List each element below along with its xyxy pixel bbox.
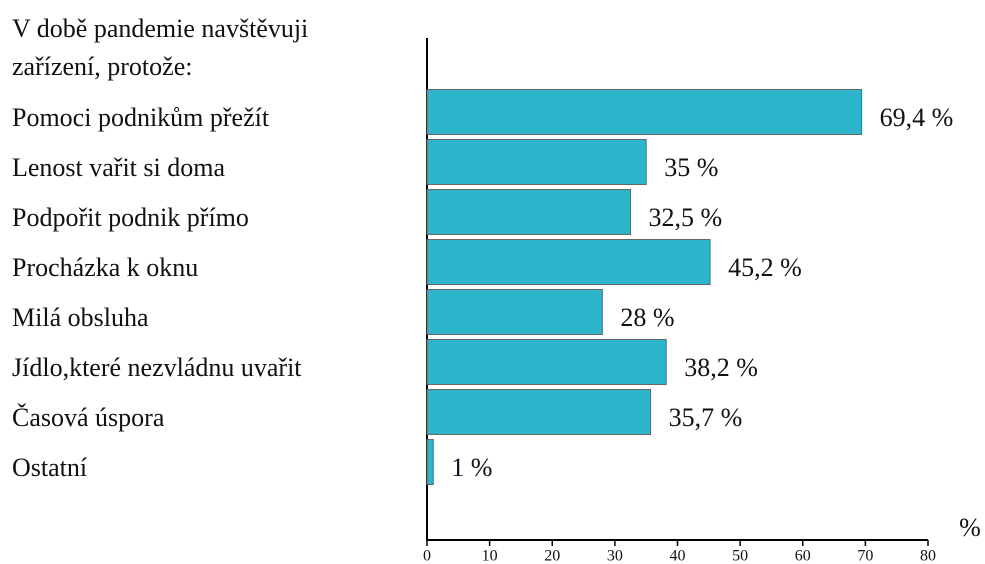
category-label: Ostatní [12,453,87,482]
x-tick-label: 60 [795,548,811,564]
value-label: 35 % [664,153,718,182]
category-label: Milá obsluha [12,303,149,332]
value-label: 45,2 % [728,253,802,282]
bar [426,139,647,185]
value-label: 35,7 % [669,403,743,432]
bar [426,189,632,235]
x-tick-label: 70 [857,548,873,564]
category-label: Lenost vařit si doma [12,153,225,182]
x-axis-label: % [959,513,981,542]
category-label: Pomoci podnikům přežít [12,103,270,132]
value-label: 28 % [620,303,674,332]
value-label: 38,2 % [684,353,758,382]
bar [426,89,863,135]
category-label: Časová úspora [12,403,165,432]
bar [426,289,603,335]
x-tick-label: 80 [920,548,936,564]
x-tick-label: 40 [670,548,686,564]
category-label: Procházka k oknu [12,253,198,282]
category-label: Jídlo,které nezvládnu uvařit [12,353,302,382]
bar [426,439,434,485]
chart-title: V době pandemie navštěvuji zařízení, pro… [12,14,309,81]
x-tick-label: 0 [423,548,431,564]
value-label: 69,4 % [880,103,954,132]
x-tick-label: 50 [732,548,748,564]
value-label: 1 % [451,453,492,482]
x-tick-label: 10 [482,548,498,564]
category-label: Podpořit podnik přímo [12,203,249,232]
bar [426,239,711,285]
x-tick-label: 20 [544,548,560,564]
value-label: 32,5 % [649,203,723,232]
bar [426,389,652,435]
x-tick-label: 30 [607,548,623,564]
bar [426,339,667,385]
